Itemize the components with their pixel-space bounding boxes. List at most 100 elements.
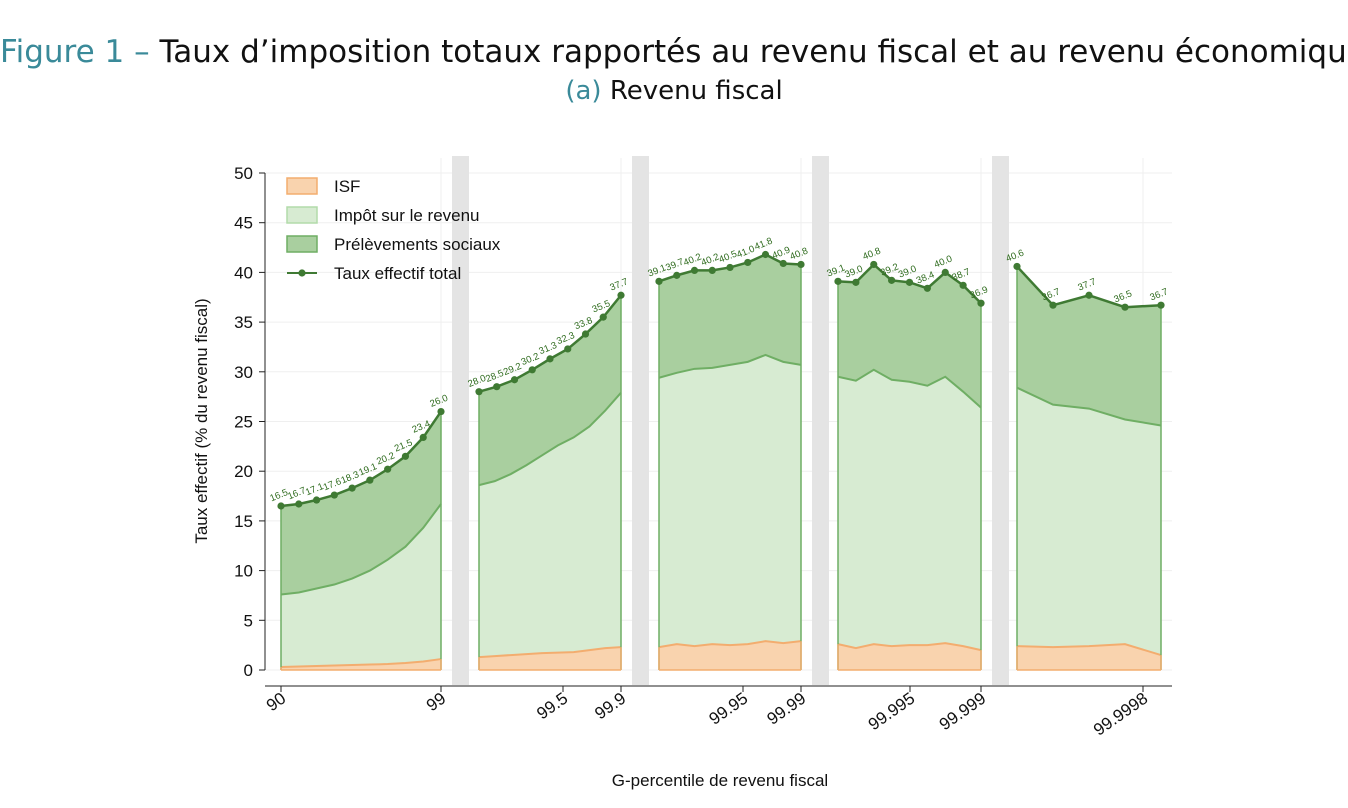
point-taux-effectif-total xyxy=(510,376,519,384)
point-taux-effectif-total xyxy=(941,268,949,276)
point-taux-effectif-total xyxy=(581,330,590,338)
x-tick-label: 99.9998 xyxy=(1090,689,1151,740)
point-taux-effectif-total xyxy=(905,278,914,286)
point-taux-effectif-total xyxy=(779,259,787,268)
line-isf-top xyxy=(1016,643,1162,657)
area-isf xyxy=(479,647,621,670)
point-taux-effectif-total xyxy=(366,476,374,484)
point-taux-effectif-total xyxy=(761,250,770,259)
line-isf-top xyxy=(478,646,622,659)
data-label: 36.7 xyxy=(1040,286,1061,303)
area-prelevements-sociaux xyxy=(479,295,621,486)
legend-swatch-prelevements-sociaux xyxy=(286,235,318,253)
series-areas xyxy=(280,254,1162,671)
figure-title: Figure 1 – Taux d’imposition totaux rapp… xyxy=(0,34,1348,70)
point-taux-effectif-total xyxy=(977,299,985,307)
y-tick-label: 40 xyxy=(234,263,253,282)
point-taux-effectif-total xyxy=(493,383,501,391)
point-taux-effectif-total xyxy=(330,491,338,499)
legend-entry-label: Prélèvements sociaux xyxy=(334,235,501,254)
data-label: 38.7 xyxy=(951,266,972,283)
area-impot-sur-le-revenu xyxy=(479,392,621,658)
panel-separator xyxy=(452,156,469,685)
panel-separator xyxy=(812,156,829,685)
data-label: 41.8 xyxy=(753,236,774,253)
point-taux-effectif-total xyxy=(384,465,392,473)
x-tick-label: 99.99 xyxy=(764,689,810,729)
figure-subtitle: (a) Revenu fiscal xyxy=(0,76,1348,106)
data-label: 26.0 xyxy=(428,393,449,410)
point-taux-effectif-total xyxy=(437,407,445,416)
y-tick-label: 20 xyxy=(234,462,253,481)
point-taux-effectif-total xyxy=(708,266,716,275)
x-tick-label: 99.995 xyxy=(865,689,918,734)
area-prelevements-sociaux xyxy=(659,254,801,378)
data-label: 18.3 xyxy=(340,469,361,486)
point-taux-effectif-total xyxy=(277,502,285,510)
x-tick-label: 99 xyxy=(423,689,449,715)
x-tick-label: 99.9 xyxy=(591,689,629,724)
area-impot-sur-le-revenu xyxy=(1017,387,1161,656)
point-taux-effectif-total xyxy=(1013,262,1021,271)
y-tick-label: 15 xyxy=(234,512,253,531)
y-tick-label: 25 xyxy=(234,413,253,432)
figure-title-text: Taux d’imposition totaux rapportés au re… xyxy=(159,34,1348,70)
point-taux-effectif-total xyxy=(834,277,842,285)
data-label: 40.8 xyxy=(861,246,882,263)
line-impot-sur-le-revenu-top xyxy=(1016,386,1162,427)
data-label: 36.7 xyxy=(1148,286,1169,303)
line-impot-sur-le-revenu-top xyxy=(280,503,442,596)
y-tick-label: 0 xyxy=(244,661,253,680)
data-label: 37.7 xyxy=(608,276,629,293)
area-impot-sur-le-revenu xyxy=(281,504,441,668)
figure-label: Figure 1 – xyxy=(0,34,150,70)
point-taux-effectif-total xyxy=(797,260,805,269)
point-taux-effectif-total xyxy=(546,355,554,363)
line-isf-top xyxy=(837,642,982,652)
data-label: 40.8 xyxy=(788,246,809,263)
y-tick-label: 45 xyxy=(234,214,253,233)
legend-entry-label: Impôt sur le revenu xyxy=(334,206,480,225)
point-taux-effectif-total xyxy=(673,271,681,279)
point-taux-effectif-total xyxy=(401,452,410,460)
area-impot-sur-le-revenu xyxy=(838,369,981,651)
point-taux-effectif-total xyxy=(1085,291,1093,299)
area-isf xyxy=(838,643,981,670)
point-taux-effectif-total xyxy=(312,496,321,504)
data-label: 40.2 xyxy=(700,252,721,269)
point-taux-effectif-total xyxy=(528,366,536,374)
y-tick-label: 10 xyxy=(234,562,253,581)
y-tick-label: 35 xyxy=(234,313,253,332)
y-tick-label: 50 xyxy=(234,164,253,183)
line-impot-sur-le-revenu-top xyxy=(658,353,802,379)
line-taux-effectif-total xyxy=(280,410,443,508)
point-taux-effectif-total xyxy=(726,263,734,272)
point-taux-effectif-total xyxy=(617,291,625,299)
point-taux-effectif-total xyxy=(1049,301,1057,309)
point-taux-effectif-total xyxy=(870,260,878,269)
point-taux-effectif-total xyxy=(1121,303,1129,311)
area-isf xyxy=(281,659,441,670)
legend-entry-label: Taux effectif total xyxy=(334,264,461,283)
line-isf-top xyxy=(658,640,802,649)
point-taux-effectif-total xyxy=(888,276,896,284)
point-taux-effectif-total xyxy=(295,500,303,508)
point-taux-effectif-total xyxy=(1157,301,1165,309)
panel-separators xyxy=(452,156,1009,685)
x-tick-label: 90 xyxy=(263,689,289,715)
data-label: 41.0 xyxy=(735,244,756,261)
x-tick-label: 99.999 xyxy=(936,689,989,734)
area-prelevements-sociaux xyxy=(281,411,441,595)
subfigure-title-text: Revenu fiscal xyxy=(609,76,783,106)
point-taux-effectif-total xyxy=(655,277,663,285)
data-label: 36.5 xyxy=(1112,288,1133,305)
legend: ISF Impôt sur le revenu Prélèvements socia… xyxy=(286,177,501,283)
point-taux-effectif-total xyxy=(348,484,356,492)
legend-swatch-impot-sur-le-revenu xyxy=(286,206,318,224)
x-tick-label: 99.95 xyxy=(706,689,752,729)
x-tick-label: 99.5 xyxy=(533,689,571,724)
point-taux-effectif-total xyxy=(419,433,427,442)
y-tick-label: 5 xyxy=(244,611,253,630)
legend-swatch-taux-effectif-total-point xyxy=(298,269,306,277)
line-isf-top xyxy=(280,658,442,669)
